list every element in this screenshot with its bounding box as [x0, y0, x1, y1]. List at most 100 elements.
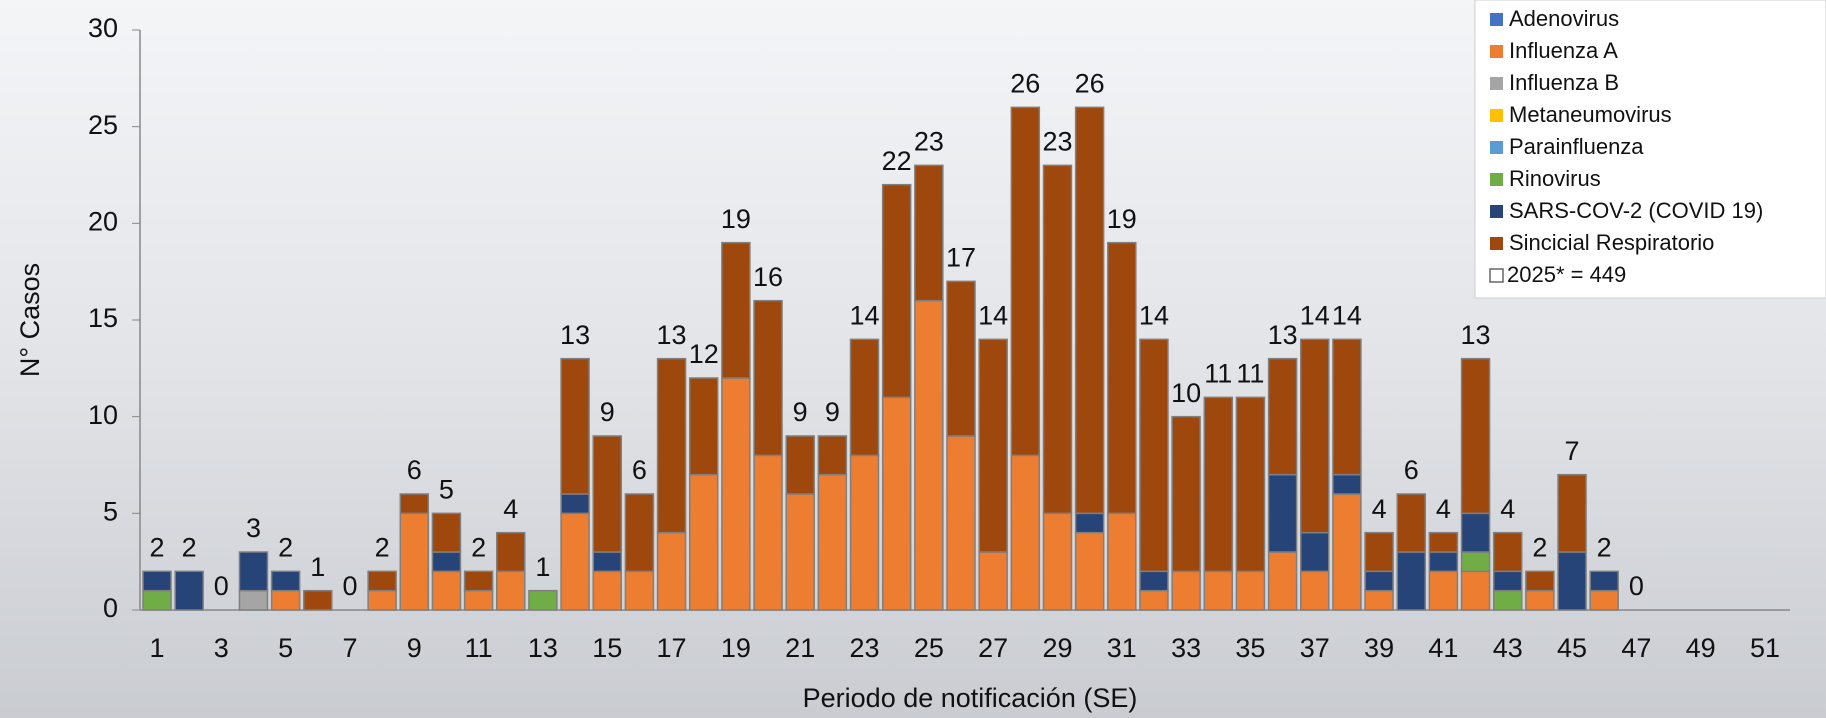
bar-segment [753, 299, 783, 457]
bar-segment [592, 570, 622, 611]
total-label: 13 [1268, 320, 1298, 350]
total-label: 4 [1372, 494, 1387, 524]
total-label: 16 [753, 262, 783, 292]
y-tick-label: 25 [88, 110, 118, 140]
x-tick-label: 27 [978, 633, 1008, 663]
bar-segment [1203, 570, 1234, 611]
bar-segment [1364, 570, 1394, 592]
x-tick-label: 31 [1107, 633, 1137, 663]
bar-segment [978, 551, 1008, 611]
total-label: 0 [1629, 571, 1644, 601]
total-label: 13 [560, 320, 590, 350]
bar-segment [1235, 396, 1266, 573]
bar-segment [367, 570, 397, 592]
total-label: 6 [632, 455, 647, 485]
x-tick-label: 49 [1686, 633, 1716, 663]
bar-segment [1428, 531, 1459, 553]
total-label: 19 [1107, 204, 1137, 234]
total-label: 26 [1075, 68, 1105, 98]
bar-segment [174, 570, 204, 611]
bar-segment [1267, 473, 1298, 553]
x-tick-label: 35 [1235, 633, 1265, 663]
x-tick-label: 23 [849, 633, 879, 663]
bar-segment [1460, 570, 1491, 611]
total-label: 11 [1204, 358, 1232, 388]
y-tick-label: 15 [88, 303, 118, 333]
bar-segment [1074, 531, 1105, 611]
bar-segment [1557, 473, 1587, 553]
bar-segment [1492, 589, 1523, 611]
y-tick-label: 5 [103, 496, 118, 526]
x-tick-label: 25 [914, 633, 944, 663]
bar-segment [1300, 531, 1330, 573]
total-label: 14 [849, 300, 879, 330]
bar-segment [849, 454, 880, 611]
bar-segment [592, 551, 622, 573]
y-tick-label: 0 [103, 593, 118, 623]
total-label: 5 [439, 474, 454, 504]
legend-label: SARS-COV-2 (COVID 19) [1509, 198, 1763, 223]
x-tick-label: 29 [1042, 633, 1072, 663]
total-label: 9 [825, 397, 840, 427]
bar-segment [496, 570, 526, 611]
legend-swatch [1490, 237, 1503, 250]
total-label: 23 [1042, 126, 1072, 156]
bar-segment [1364, 589, 1394, 611]
x-tick-label: 17 [657, 633, 687, 663]
bar-segment [367, 589, 397, 611]
legend-swatch [1490, 13, 1503, 26]
bar-segment [914, 299, 944, 611]
legend-label: Parainfluenza [1509, 134, 1644, 159]
bar-segment [753, 454, 783, 611]
total-label: 3 [246, 513, 261, 543]
bar-segment [1525, 589, 1555, 611]
total-label: 14 [978, 300, 1008, 330]
bar-segment [399, 512, 430, 611]
total-label: 2 [1597, 532, 1612, 562]
bar-segment [946, 435, 976, 611]
x-tick-label: 11 [465, 633, 493, 663]
bar-segment [1364, 531, 1394, 573]
bar-segment [1300, 570, 1330, 611]
total-label: 2 [182, 532, 197, 562]
bar-segment [817, 435, 848, 476]
bar-segment [1428, 551, 1459, 573]
bar-segment [560, 512, 590, 611]
bar-segment [1171, 570, 1201, 611]
bar-segment [1042, 164, 1073, 515]
total-label: 14 [1139, 300, 1169, 330]
legend-swatch [1490, 141, 1503, 154]
bar-segment [1492, 531, 1523, 573]
legend-box [1474, 0, 1826, 299]
total-label: 17 [946, 242, 976, 272]
legend-label: Adenovirus [1509, 6, 1619, 31]
bar-segment [1235, 570, 1266, 611]
total-label: 14 [1332, 300, 1362, 330]
legend-label: 2025* = 449 [1507, 262, 1626, 287]
total-label: 0 [342, 571, 357, 601]
bar-segment [1460, 357, 1491, 515]
bar-segment [978, 338, 1008, 553]
x-tick-label: 43 [1493, 633, 1523, 663]
x-tick-label: 13 [528, 633, 558, 663]
bar-segment [142, 589, 172, 611]
bar-segment [785, 435, 815, 495]
x-tick-label: 33 [1171, 633, 1201, 663]
bar-segment [431, 512, 462, 553]
bar-segment [463, 570, 494, 592]
bar-segment [142, 570, 172, 592]
x-axis-title: Periodo de notificación (SE) [803, 683, 1138, 713]
bar-segment [1203, 396, 1234, 573]
bar-segment [1589, 589, 1619, 611]
total-label: 22 [882, 146, 912, 176]
bar-segment [431, 551, 462, 573]
bar-segment [1492, 570, 1523, 592]
bar-segment [1332, 338, 1362, 476]
bar-segment [624, 493, 655, 573]
total-label: 2 [149, 532, 164, 562]
bar-segment [303, 589, 333, 611]
total-label: 23 [914, 126, 944, 156]
x-tick-label: 5 [278, 633, 293, 663]
x-tick-label: 15 [592, 633, 622, 663]
